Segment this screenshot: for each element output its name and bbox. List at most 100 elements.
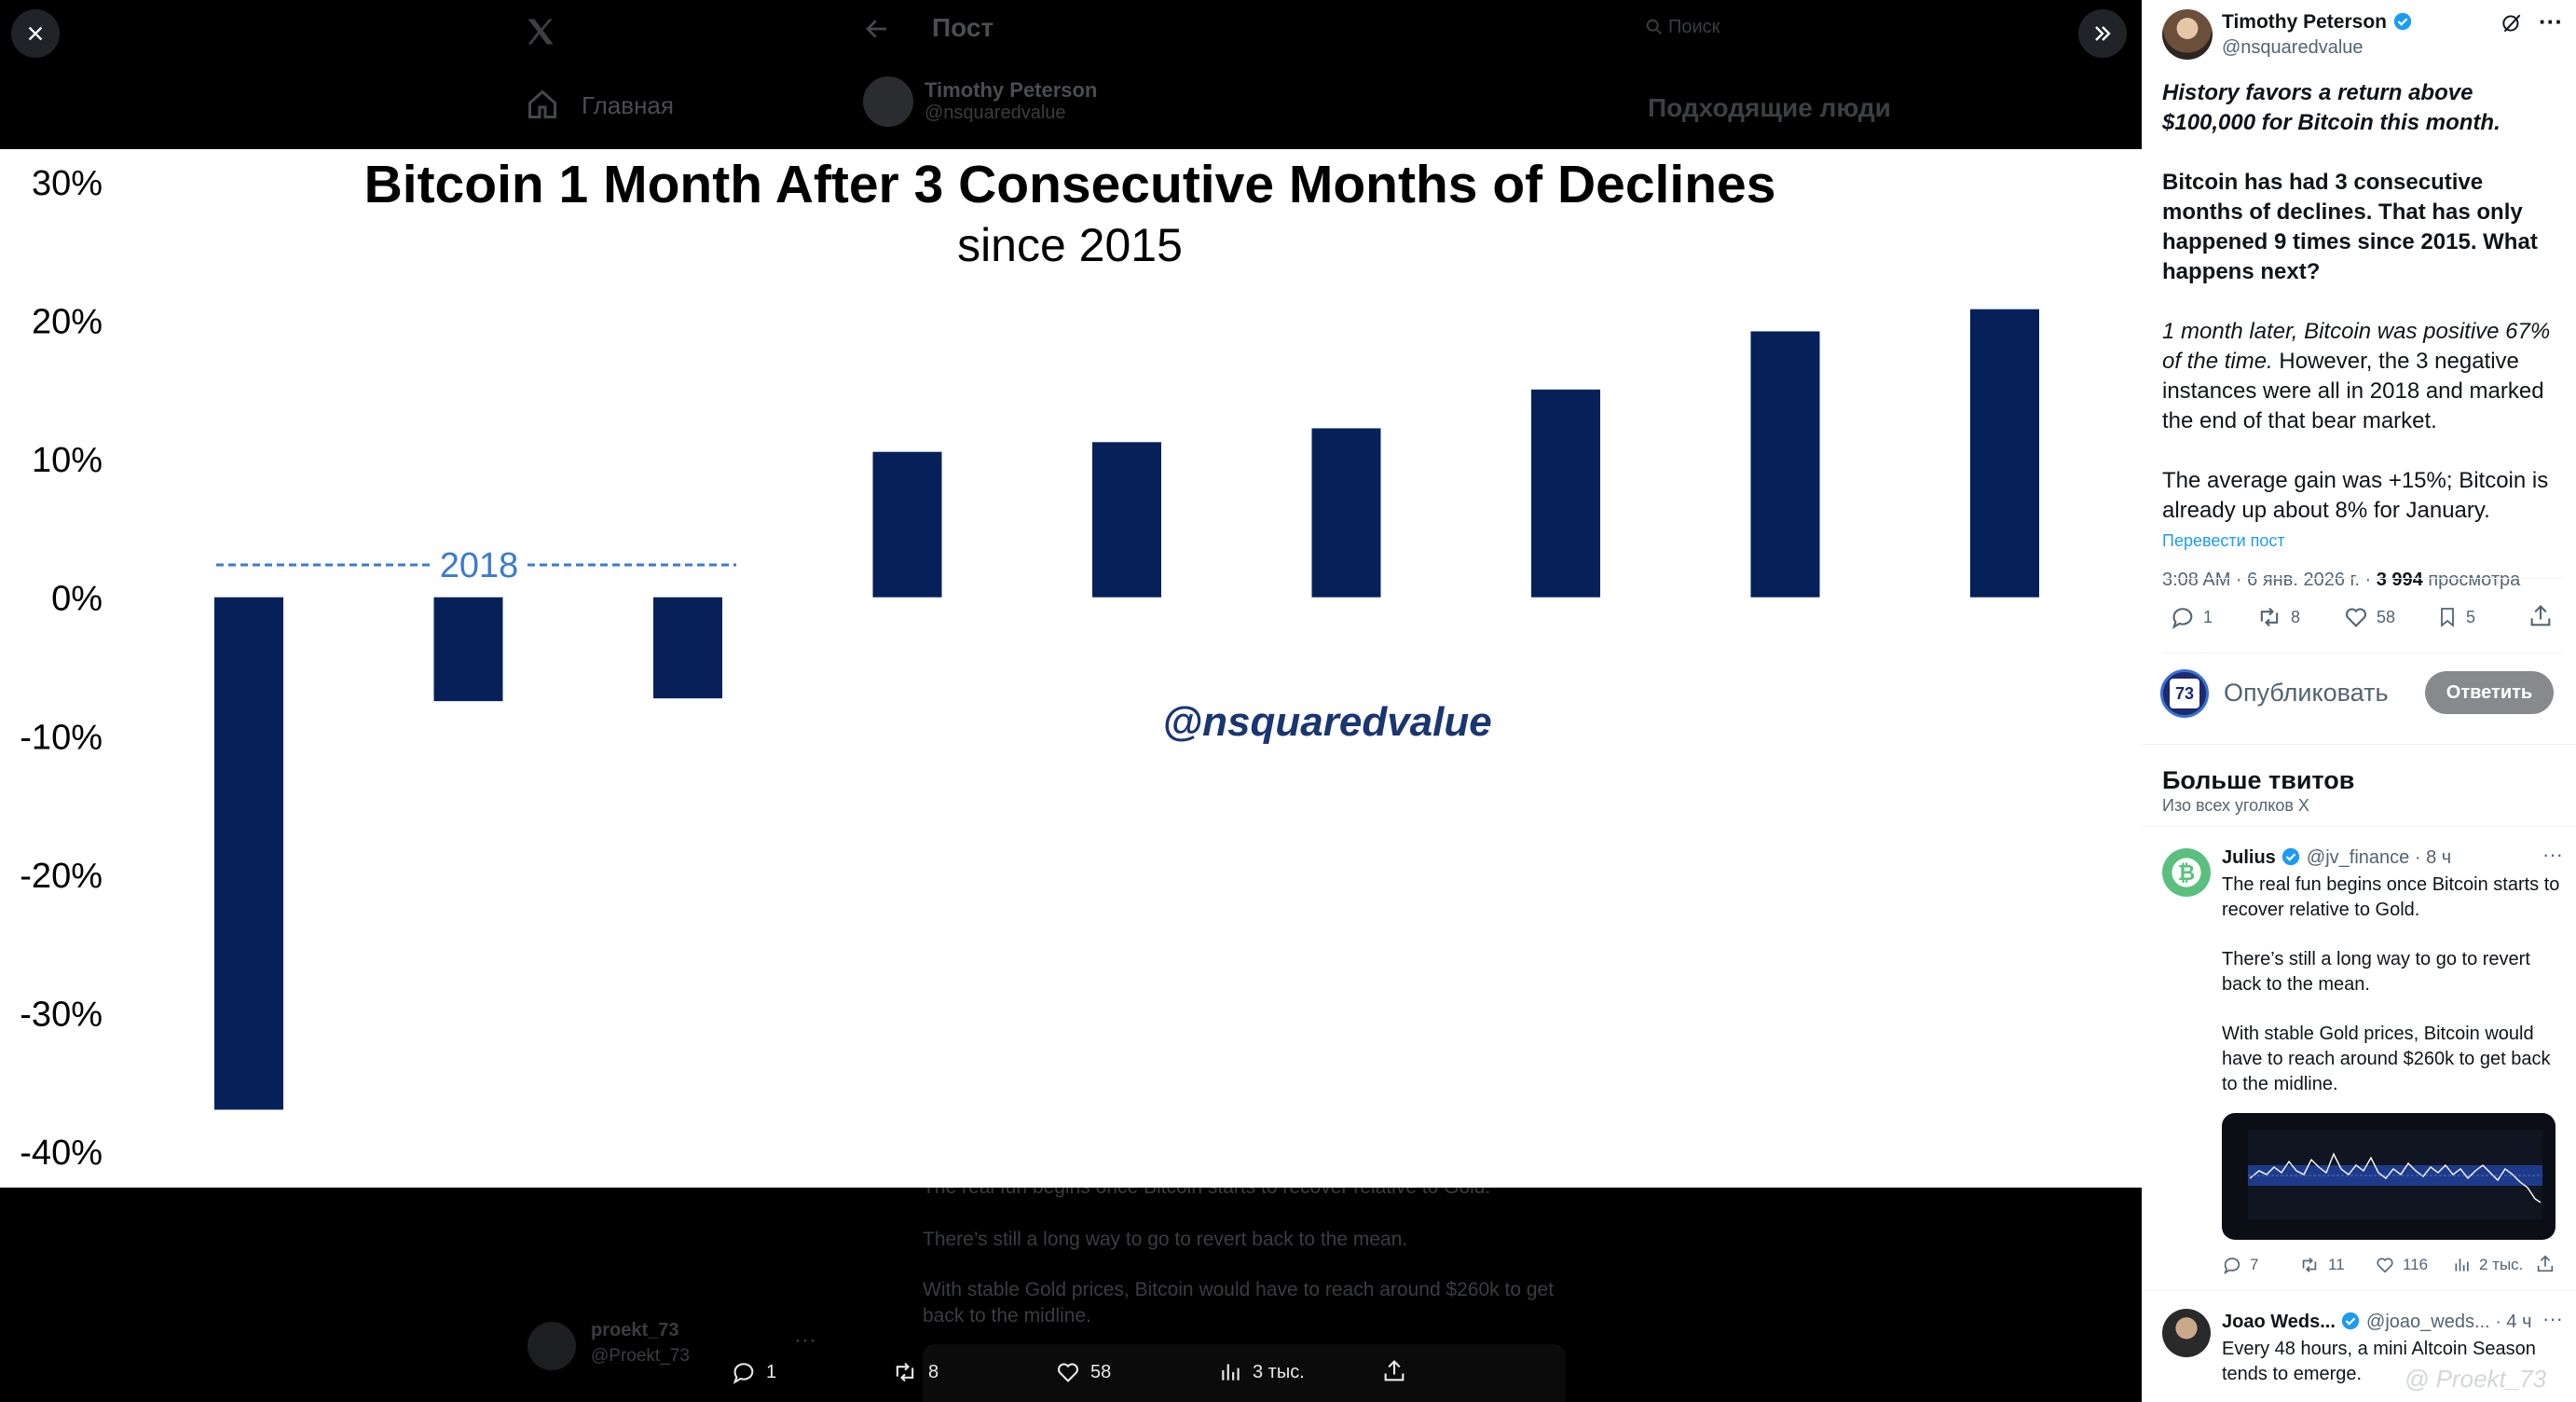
tweet-meta: 3:08 AM · 6 янв. 2026 г. · 3 994 просмот…: [2162, 570, 2563, 591]
back-arrow-icon[interactable]: [863, 15, 891, 43]
more-options-icon[interactable]: ···: [2539, 7, 2563, 35]
bar-7: [1531, 389, 1600, 598]
grok-icon[interactable]: [2500, 11, 2524, 35]
tweet-paragraph-4: The average gain was +15%; Bitcoin is al…: [2162, 468, 2549, 523]
account-name: proekt_73: [591, 1320, 679, 1340]
viewer-reply-count: 1: [766, 1361, 777, 1382]
share-button[interactable]: [2528, 602, 2554, 630]
like-button[interactable]: 58: [2343, 604, 2395, 630]
sidebar-author-name[interactable]: Timothy Peterson: [2222, 11, 2387, 33]
repost-count: 8: [2291, 607, 2301, 626]
tweet1-repost-count: 11: [2328, 1256, 2345, 1273]
repost-icon: [896, 1362, 914, 1382]
composer-input[interactable]: Опубликовать: [2224, 679, 2389, 707]
y-tick-label: 10%: [32, 441, 103, 480]
julius-avatar[interactable]: ₿: [2162, 848, 2211, 897]
tweet1-reply-count: 7: [2250, 1256, 2259, 1273]
tweet2-author-name[interactable]: Joao Weds...: [2222, 1312, 2336, 1332]
tweet-paragraph-3-rest: However, the 3 negative instances were a…: [2162, 349, 2544, 433]
reply-composer-bar: [923, 1344, 1566, 1402]
y-tick-label: -30%: [20, 995, 103, 1034]
tweet1-reply-button[interactable]: 7: [2222, 1255, 2258, 1275]
like-count: 58: [2377, 607, 2396, 626]
annotation-2018: 2018: [216, 546, 736, 585]
translate-link[interactable]: Перевести пост: [2162, 531, 2285, 550]
tweet2-time[interactable]: · 4 ч: [2495, 1312, 2532, 1332]
y-tick-label: -40%: [20, 1134, 103, 1173]
account-avatar[interactable]: [528, 1322, 576, 1370]
tweet1-like-button[interactable]: 116: [2375, 1255, 2428, 1275]
tweet2-more-icon[interactable]: ···: [2542, 1307, 2563, 1330]
tweet2-text: Every 48 hours, a mini Altcoin Season te…: [2222, 1339, 2536, 1384]
heart-icon: [1057, 1363, 1079, 1382]
author-avatar[interactable]: [2162, 9, 2213, 60]
reply-icon: [2172, 608, 2193, 629]
stats-divider-top: [2162, 578, 2563, 579]
svg-text:₿: ₿: [2178, 860, 2195, 885]
tweet1-body: The real fun begins once Bitcoin starts …: [2222, 873, 2567, 1097]
verified-badge-icon: [2393, 12, 2411, 31]
reply-button[interactable]: 1: [2170, 604, 2213, 630]
account-handle: @Proekt_73: [591, 1346, 690, 1366]
avatar: [863, 76, 913, 127]
repost-icon: [2302, 1258, 2317, 1272]
bookmark-icon: [2441, 608, 2454, 627]
chevrons-right-icon: [2095, 26, 2111, 41]
tweet2-header: Joao Weds... @joao_weds... · 4 ч: [2222, 1311, 2532, 1333]
bar-3: [653, 597, 722, 699]
reply-text-3: With stable Gold prices, Bitcoin would h…: [923, 1279, 1555, 1300]
tweet2-handle[interactable]: @joao_weds...: [2366, 1312, 2490, 1332]
reply-submit-button[interactable]: Ответить: [2425, 671, 2554, 714]
tweet-view-count: 3 994: [2376, 570, 2423, 590]
viewer-repost-button[interactable]: 8: [891, 1359, 939, 1385]
bookmark-button[interactable]: 5: [2436, 604, 2475, 630]
tweet1-share-button[interactable]: [2535, 1253, 2555, 1275]
bar-5: [1092, 442, 1161, 598]
search-input[interactable]: Поиск: [1668, 17, 1720, 37]
nav-home[interactable]: Главная: [582, 91, 674, 119]
heart-icon: [2377, 1258, 2393, 1273]
reply-count: 1: [2203, 607, 2213, 626]
composer-avatar-label: 73: [2170, 679, 2199, 708]
bar-4: [872, 451, 942, 598]
x-logo-icon[interactable]: [524, 15, 557, 48]
tweet-paragraph-3-italic: 1 month later, Bitcoin was positive 67% …: [2162, 319, 2551, 374]
bar-6: [1311, 428, 1381, 598]
heart-icon: [2345, 608, 2367, 627]
collapse-sidebar-button[interactable]: [2078, 9, 2127, 58]
tweet1-more-icon[interactable]: ···: [2542, 843, 2563, 866]
tweet1-handle[interactable]: @jv_finance: [2306, 847, 2410, 868]
tweet1-like-count: 116: [2403, 1256, 2429, 1273]
tweet1-views-button[interactable]: 2 тыс.: [2453, 1255, 2523, 1275]
viewer-views-button[interactable]: 3 тыс.: [1219, 1359, 1305, 1385]
watermark-text: @ Proekt_73: [2405, 1365, 2547, 1393]
reply-icon: [733, 1363, 754, 1384]
chart-svg: Bitcoin 1 Month After 3 Consecutive Mont…: [20, 155, 2039, 1173]
tweet1-repost-button[interactable]: 11: [2298, 1255, 2345, 1275]
account-more-icon[interactable]: ···: [794, 1327, 816, 1353]
tweet-timestamp[interactable]: 3:08 AM · 6 янв. 2026 г. ·: [2162, 570, 2372, 590]
viewer-share-button[interactable]: [1381, 1357, 1407, 1385]
tweet1-line-3: With stable Gold prices, Bitcoin would h…: [2222, 1024, 2551, 1094]
author-name: Timothy Peterson: [925, 78, 1098, 102]
composer-avatar: 73: [2160, 669, 2209, 718]
gold-btc-oscillator-thumbnail: [2248, 1130, 2542, 1219]
viewer-views-count: 3 тыс.: [1253, 1361, 1305, 1382]
verified-badge-icon: [2342, 1312, 2360, 1330]
tweet1-author-name[interactable]: Julius: [2222, 847, 2276, 868]
tweet1-time[interactable]: · 8 ч: [2414, 847, 2452, 868]
viewer-like-button[interactable]: 58: [1055, 1359, 1111, 1385]
close-button[interactable]: [11, 9, 60, 58]
repost-button[interactable]: 8: [2255, 604, 2300, 630]
viewer-reply-button[interactable]: 1: [731, 1359, 776, 1385]
bar-1: [214, 597, 283, 1110]
joao-avatar[interactable]: [2162, 1309, 2211, 1357]
tweet1-line-1: The real fun begins once Bitcoin starts …: [2222, 874, 2560, 920]
tweet1-media-thumbnail[interactable]: [2222, 1113, 2555, 1240]
share-icon: [2530, 605, 2551, 626]
author-handle: @nsquaredvalue: [925, 103, 1066, 123]
sidebar-author-handle[interactable]: @nsquaredvalue: [2222, 37, 2364, 58]
relevant-people-heading: Подходящие люди: [1648, 93, 1891, 122]
tweet-paragraph-1: History favors a return above $100,000 f…: [2162, 80, 2501, 135]
chart-subtitle: since 2015: [957, 219, 1183, 271]
